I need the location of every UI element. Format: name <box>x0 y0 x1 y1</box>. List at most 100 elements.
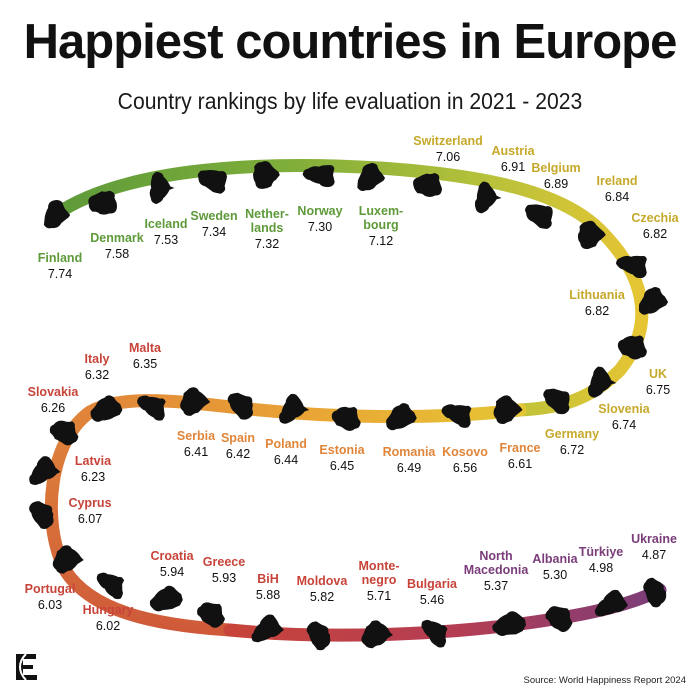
country-silhouette <box>302 165 335 188</box>
country-silhouette <box>616 255 647 278</box>
source-note: Source: World Happiness Report 2024 <box>523 675 686 686</box>
country-score-label: 7.12 <box>369 234 393 248</box>
country-score-label: 6.74 <box>612 418 636 432</box>
country-score-label: 6.82 <box>585 304 609 318</box>
country-name-label: Latvia <box>75 454 112 468</box>
country-score-label: 5.93 <box>212 571 236 585</box>
country-score-label: 6.75 <box>646 383 670 397</box>
country-score-label: 6.49 <box>397 461 421 475</box>
country-silhouette <box>149 171 175 205</box>
country-score-label: 5.46 <box>420 593 444 607</box>
country-score-label: 6.32 <box>85 368 109 382</box>
country-name-label: Luxem- <box>359 204 403 218</box>
country-name-label: UK <box>649 367 667 381</box>
country-name-label: Norway <box>297 204 342 218</box>
country-silhouette <box>413 173 442 198</box>
country-score-label: 6.26 <box>41 401 65 415</box>
country-silhouette <box>253 161 280 189</box>
country-silhouette <box>543 388 570 415</box>
country-silhouette <box>180 387 211 416</box>
country-name-label: Macedonia <box>464 563 530 577</box>
country-score-label: 5.88 <box>256 588 280 602</box>
country-score-label: 5.82 <box>310 590 334 604</box>
country-score-label: 7.30 <box>308 220 332 234</box>
country-silhouette <box>643 577 667 608</box>
country-silhouette <box>149 585 183 612</box>
country-silhouette <box>197 169 227 194</box>
country-score-label: 6.41 <box>184 445 208 459</box>
country-score-label: 6.45 <box>330 459 354 473</box>
country-score-label: 5.37 <box>484 579 508 593</box>
country-name-label: bourg <box>363 218 398 232</box>
country-name-label: Croatia <box>150 549 194 563</box>
country-silhouette <box>331 406 361 431</box>
country-silhouette <box>306 621 331 651</box>
country-score-label: 6.82 <box>643 227 667 241</box>
country-name-label: Hungary <box>83 603 134 617</box>
country-score-label: 6.03 <box>38 598 62 612</box>
country-silhouette <box>493 395 523 424</box>
country-marks: Finland 7.74 Denmark 7.58 Iceland 7.53 Sweden 7… <box>25 134 680 651</box>
country-score-label: 6.91 <box>501 160 525 174</box>
country-score-label: 6.42 <box>226 447 250 461</box>
country-name-label: Switzerland <box>413 134 482 148</box>
country-score-label: 6.89 <box>544 177 568 191</box>
country-score-label: 4.98 <box>589 561 613 575</box>
country-name-label: Czechia <box>631 211 679 225</box>
country-silhouette <box>96 572 125 600</box>
country-score-label: 6.84 <box>605 190 629 204</box>
country-name-label: Cyprus <box>68 496 111 510</box>
country-score-label: 6.35 <box>133 357 157 371</box>
country-name-label: Denmark <box>90 231 144 245</box>
country-name-label: Germany <box>545 427 599 441</box>
country-silhouette <box>577 220 606 250</box>
country-silhouette <box>137 395 166 421</box>
country-silhouette <box>88 190 117 215</box>
country-name-label: Belgium <box>531 161 580 175</box>
country-name-label: Bulgaria <box>407 577 458 591</box>
country-name-label: Romania <box>383 445 437 459</box>
country-name-label: Lithuania <box>569 288 626 302</box>
country-silhouette <box>43 199 71 229</box>
country-silhouette <box>492 611 526 636</box>
country-name-label: Albania <box>532 552 578 566</box>
country-silhouette <box>197 602 225 628</box>
country-name-label: Slovenia <box>598 402 650 416</box>
country-silhouette <box>29 456 61 486</box>
country-silhouette <box>421 619 448 648</box>
country-silhouette <box>279 393 310 424</box>
country-name-label: lands <box>251 221 284 235</box>
country-score-label: 7.32 <box>255 237 279 251</box>
country-name-label: Monte- <box>359 559 400 573</box>
country-name-label: Türkiye <box>579 545 624 559</box>
country-name-label: Finland <box>38 251 82 265</box>
country-silhouette <box>587 366 617 398</box>
country-name-label: Ireland <box>597 174 638 188</box>
country-score-label: 6.56 <box>453 461 477 475</box>
country-name-label: Ukraine <box>631 532 677 546</box>
chart-subtitle: Country rankings by life evaluation in 2… <box>117 88 583 114</box>
country-name-label: Slovakia <box>28 385 80 399</box>
country-score-label: 6.44 <box>274 453 298 467</box>
country-silhouette <box>617 335 647 360</box>
country-name-label: Italy <box>84 352 109 366</box>
country-score-label: 6.61 <box>508 457 532 471</box>
country-silhouette <box>594 589 628 617</box>
country-score-label: 5.71 <box>367 589 391 603</box>
country-name-label: BiH <box>257 572 279 586</box>
country-score-label: 7.06 <box>436 150 460 164</box>
country-name-label: Nether- <box>245 207 289 221</box>
country-silhouette <box>29 501 54 529</box>
country-score-label: 6.02 <box>96 619 120 633</box>
country-name-label: negro <box>362 573 397 587</box>
country-silhouette <box>251 614 284 643</box>
country-silhouette <box>386 403 417 431</box>
country-name-label: Portugal <box>25 582 76 596</box>
country-name-label: Kosovo <box>442 445 488 459</box>
country-silhouette <box>545 606 573 633</box>
country-silhouette <box>227 392 253 420</box>
country-silhouette <box>52 545 84 574</box>
country-name-label: Sweden <box>190 209 237 223</box>
country-silhouette <box>441 404 472 428</box>
country-silhouette <box>638 287 669 315</box>
